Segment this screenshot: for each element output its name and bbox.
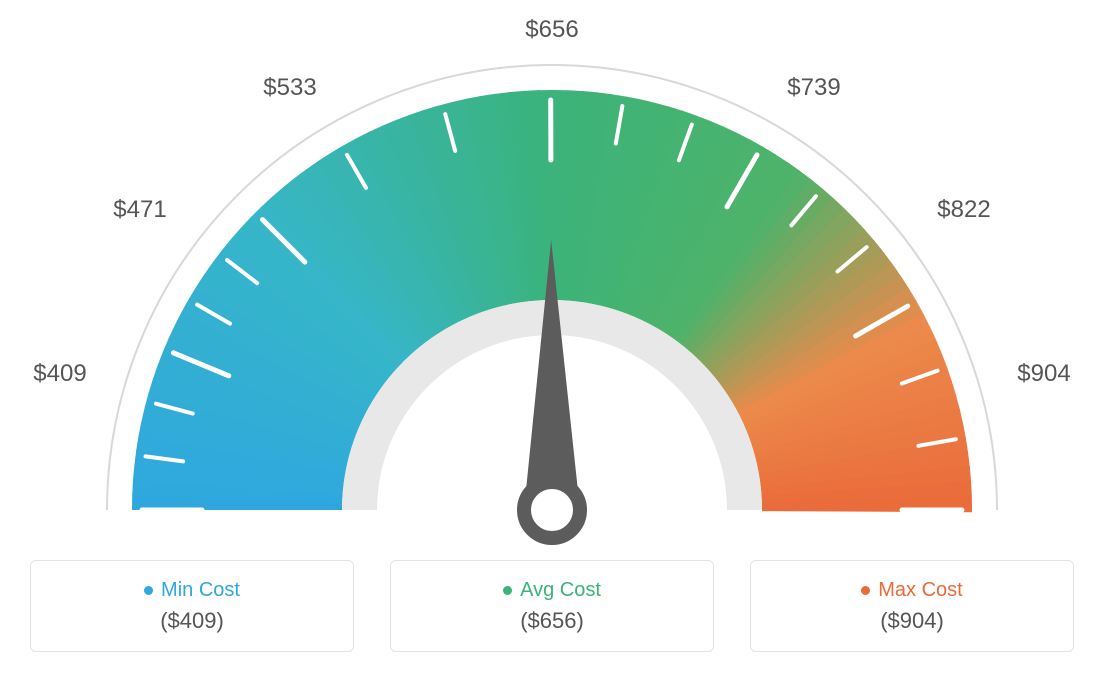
legend-value-max: ($904) xyxy=(880,608,944,634)
legend-title-max: Max Cost xyxy=(878,579,962,602)
gauge-svg xyxy=(0,0,1104,560)
legend-dot-avg xyxy=(503,586,512,595)
legend-title-min: Min Cost xyxy=(161,579,240,602)
gauge-tick-label: $409 xyxy=(33,360,86,388)
gauge-tick-label: $904 xyxy=(1017,360,1070,388)
legend-title-avg: Avg Cost xyxy=(520,579,601,602)
legend-dot-max xyxy=(861,586,870,595)
gauge-tick-label: $739 xyxy=(787,74,840,102)
gauge-tick-label: $656 xyxy=(525,16,578,44)
legend-card-max: Max Cost ($904) xyxy=(750,560,1074,652)
legend-dot-min xyxy=(144,586,153,595)
legend-value-min: ($409) xyxy=(160,608,224,634)
legend-card-min: Min Cost ($409) xyxy=(30,560,354,652)
legend-card-avg: Avg Cost ($656) xyxy=(390,560,714,652)
gauge-tick-label: $533 xyxy=(263,74,316,102)
gauge-tick-label: $471 xyxy=(113,196,166,224)
cost-gauge: $409 $471 $533 $656 $739 $822 $904 xyxy=(0,0,1104,560)
gauge-tick-label: $822 xyxy=(937,196,990,224)
legend-value-avg: ($656) xyxy=(520,608,584,634)
legend-row: Min Cost ($409) Avg Cost ($656) Max Cost… xyxy=(0,560,1104,672)
